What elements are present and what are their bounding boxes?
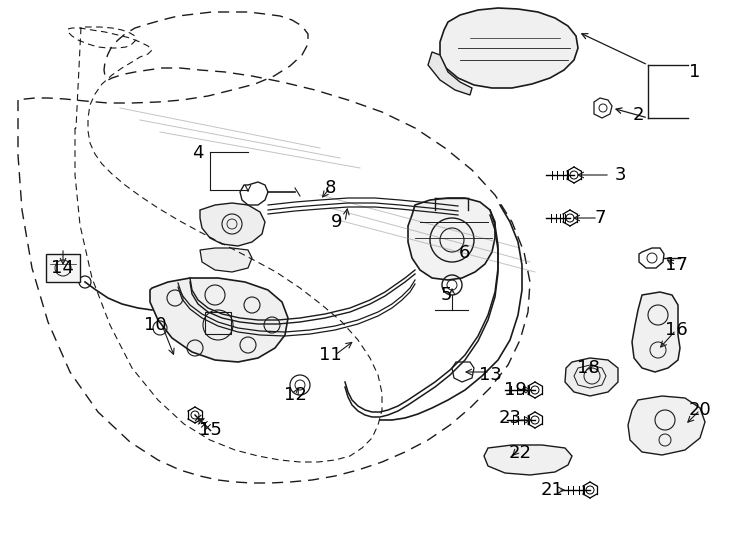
- Text: 2: 2: [632, 106, 644, 124]
- Text: 22: 22: [509, 444, 531, 462]
- Text: 19: 19: [504, 381, 526, 399]
- Text: 7: 7: [595, 209, 606, 227]
- Text: 16: 16: [664, 321, 687, 339]
- Text: 1: 1: [689, 63, 701, 81]
- Polygon shape: [428, 52, 472, 95]
- Text: 10: 10: [144, 316, 167, 334]
- Polygon shape: [200, 203, 265, 246]
- Text: 9: 9: [331, 213, 343, 231]
- Text: 14: 14: [51, 259, 73, 277]
- Text: 3: 3: [614, 166, 626, 184]
- Text: 8: 8: [324, 179, 335, 197]
- Text: 11: 11: [319, 346, 341, 364]
- Text: 18: 18: [577, 359, 600, 377]
- Text: 5: 5: [440, 286, 451, 304]
- Text: 15: 15: [199, 421, 222, 439]
- Polygon shape: [408, 198, 495, 280]
- Text: 17: 17: [664, 256, 688, 274]
- Polygon shape: [628, 396, 705, 455]
- Text: 21: 21: [540, 481, 564, 499]
- Text: 23: 23: [498, 409, 521, 427]
- Text: 20: 20: [688, 401, 711, 419]
- Polygon shape: [200, 248, 252, 272]
- Text: 13: 13: [479, 366, 501, 384]
- Polygon shape: [440, 8, 578, 88]
- Bar: [46, 254, 80, 282]
- Text: 4: 4: [192, 144, 204, 162]
- Polygon shape: [150, 278, 288, 362]
- Text: 6: 6: [458, 244, 470, 262]
- Bar: [205, 312, 231, 334]
- Text: 12: 12: [283, 386, 306, 404]
- Polygon shape: [484, 445, 572, 475]
- Polygon shape: [565, 358, 618, 396]
- Polygon shape: [632, 292, 680, 372]
